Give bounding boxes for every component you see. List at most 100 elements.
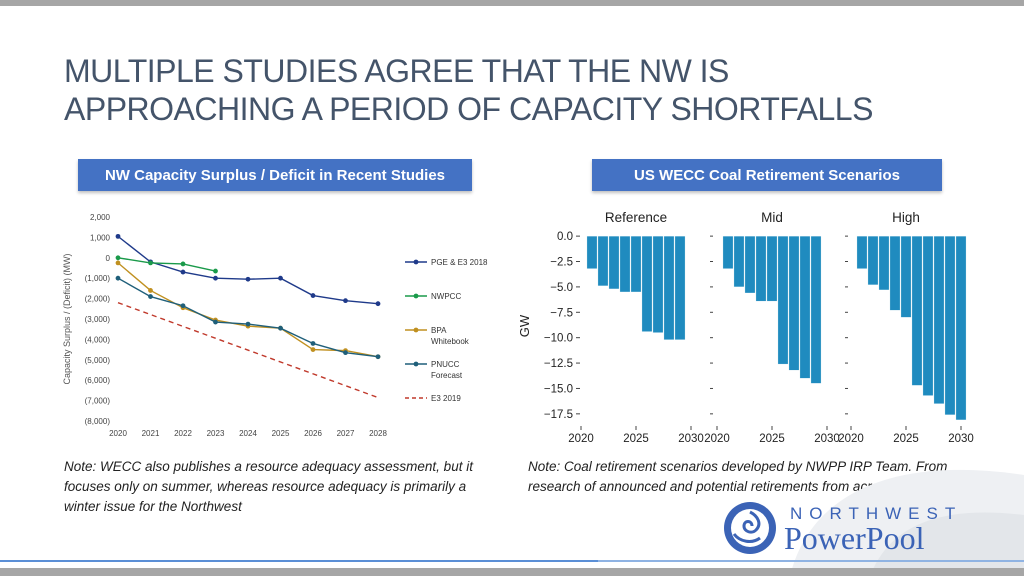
coal-retirement-bar — [722, 235, 734, 269]
capacity-line-chart: 2,000 1,000 0 (1,000) (2,000) (3,000) (4,000) (… — [62, 213, 488, 438]
line-chart-y-label: Capacity Surplus / (Deficit) (MW) — [62, 253, 72, 384]
coal-retirement-bar — [955, 235, 967, 421]
slide-title: MULTIPLE STUDIES AGREE THAT THE NW IS AP… — [64, 52, 964, 128]
series-point — [375, 354, 381, 360]
bar-chart-y-tick: −12.5 — [544, 358, 573, 370]
footer-line-left — [0, 560, 598, 562]
line-chart-x-tick: 2020 — [109, 429, 127, 438]
coal-retirement-bar — [878, 235, 890, 291]
bar-chart-x-tick: 2030 — [948, 433, 974, 445]
right-chart-header: US WECC Coal Retirement Scenarios — [592, 159, 942, 191]
legend-marker — [413, 361, 419, 367]
bar-chart-x-tick: 2025 — [759, 433, 785, 445]
line-chart-x-tick: 2025 — [272, 429, 290, 438]
series-point — [148, 294, 153, 299]
bar-chart-y-tick: −10.0 — [544, 333, 573, 345]
bar-chart-x-tick: 2030 — [678, 433, 704, 445]
bar-chart-y-tick: 0.0 — [557, 231, 573, 243]
coal-retirement-bar — [766, 235, 778, 302]
line-chart-y-tick: (8,000) — [85, 417, 111, 426]
line-chart-x-tick: 2021 — [142, 429, 160, 438]
coal-retirement-bar — [755, 235, 767, 302]
line-chart-x-tick: 2026 — [304, 429, 322, 438]
series-line-3 — [117, 277, 379, 358]
legend-marker — [413, 327, 419, 333]
coal-retirement-bar — [810, 235, 822, 384]
coal-retirement-bar — [856, 235, 868, 269]
coal-retirement-bar — [900, 235, 912, 318]
bar-chart-x-tick: 2020 — [568, 433, 594, 445]
title-line-1: MULTIPLE STUDIES AGREE THAT THE NW IS — [64, 53, 729, 89]
coal-retirement-bar — [922, 235, 934, 396]
logo-powerpool-text: PowerPool — [784, 520, 925, 556]
coal-retirement-bar — [911, 235, 923, 386]
series-point — [115, 233, 121, 239]
panel-title: Reference — [605, 210, 667, 225]
legend-label: NWPCC — [431, 292, 461, 301]
coal-retirement-bar-chart: 0.0 −2.5 −5.0 −7.5 −10.0 −12.5 −15.0 −17.5 GW Ref… — [513, 210, 975, 450]
legend-label: PGE & E3 2018 — [431, 258, 488, 267]
coal-retirement-bar — [641, 235, 653, 332]
line-chart-x-tick: 2024 — [239, 429, 257, 438]
line-chart-x-tick: 2022 — [174, 429, 192, 438]
bar-chart-y-tick: −17.5 — [544, 409, 573, 421]
series-point — [343, 298, 348, 304]
northwest-powerpool-logo-icon — [724, 502, 776, 554]
bar-chart-x-tick: 2025 — [893, 433, 919, 445]
series-point — [115, 260, 121, 266]
series-point — [180, 303, 186, 309]
bar-chart-y-label: GW — [517, 314, 532, 337]
series-point — [310, 293, 316, 298]
bar-chart-y-tick: −5.0 — [550, 282, 573, 294]
line-chart-y-tick: 1,000 — [90, 233, 111, 242]
coal-retirement-bar — [944, 235, 956, 416]
legend-label: BPA Whitebook — [431, 326, 470, 346]
bar-chart-x-tick: 2020 — [704, 433, 730, 445]
series-point — [213, 268, 218, 274]
series-point — [213, 319, 218, 325]
logo-northwest-text: NORTHWEST — [790, 504, 963, 523]
series-point — [180, 269, 186, 275]
legend-label: PNUCC Forecast — [431, 360, 463, 380]
bar-chart-x-tick: 2030 — [814, 433, 840, 445]
legend-marker — [413, 293, 419, 299]
line-chart-y-tick: (1,000) — [85, 274, 111, 283]
legend-label: E3 2019 — [431, 394, 461, 403]
bottom-bar — [0, 568, 1024, 576]
series-point — [310, 347, 316, 352]
series-point — [278, 275, 283, 281]
coal-retirement-bar — [586, 235, 598, 269]
series-line-4 — [117, 302, 379, 399]
line-chart-y-tick: (4,000) — [85, 335, 111, 344]
coal-retirement-bar — [799, 235, 811, 379]
coal-retirement-bar — [630, 235, 642, 293]
panel-title: High — [892, 210, 920, 225]
series-point — [180, 261, 186, 267]
title-line-2: APPROACHING A PERIOD OF CAPACITY SHORTFA… — [64, 91, 873, 127]
bar-chart-y-tick: −15.0 — [544, 383, 573, 395]
line-chart-x-tick: 2023 — [207, 429, 225, 438]
line-chart-y-tick: 2,000 — [90, 213, 111, 222]
series-point — [148, 288, 153, 293]
panel-title: Mid — [761, 210, 783, 225]
line-chart-y-tick: (2,000) — [85, 295, 111, 304]
series-point — [245, 276, 251, 282]
footer-line-right — [598, 560, 1024, 562]
series-point — [213, 275, 218, 281]
line-chart-y-tick: (3,000) — [85, 315, 111, 324]
bar-chart-x-tick: 2025 — [623, 433, 649, 445]
coal-retirement-bar — [652, 235, 664, 333]
series-point — [278, 325, 283, 331]
coal-retirement-bar — [733, 235, 745, 288]
bar-chart-y-tick: −2.5 — [550, 257, 573, 269]
coal-retirement-bar — [933, 235, 945, 404]
line-chart-y-tick: 0 — [106, 254, 111, 263]
coal-retirement-bar — [788, 235, 800, 371]
coal-retirement-bar — [867, 235, 879, 286]
coal-retirement-bar — [744, 235, 756, 294]
line-chart-y-tick: (7,000) — [85, 397, 111, 406]
line-chart-x-tick: 2027 — [337, 429, 355, 438]
coal-retirement-bar — [608, 235, 620, 290]
legend-marker — [413, 259, 419, 265]
series-point — [148, 260, 153, 266]
